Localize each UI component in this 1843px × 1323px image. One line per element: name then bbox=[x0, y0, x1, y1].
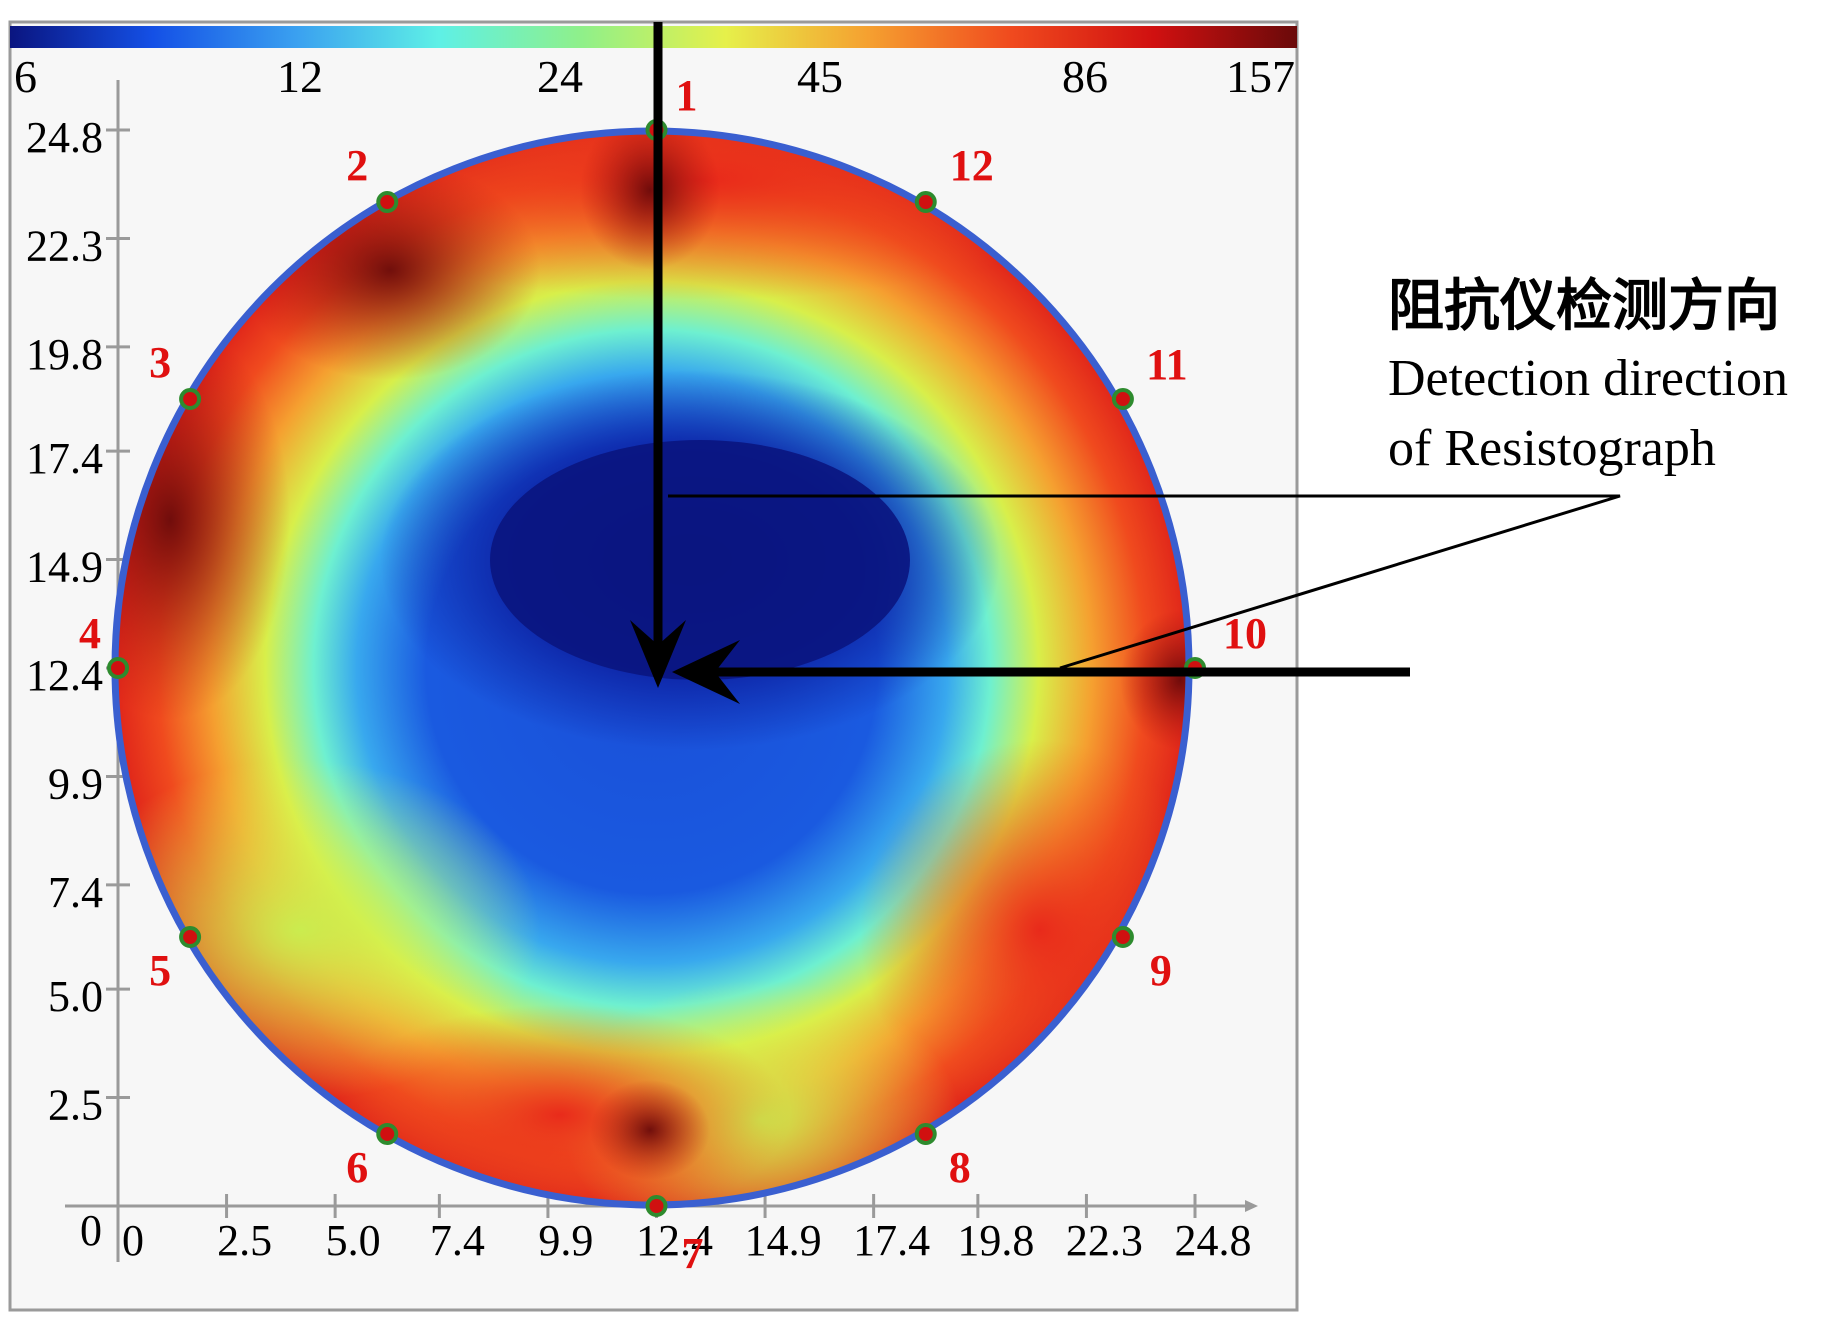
annotation-english-line2: of Resistograph bbox=[1388, 420, 1716, 477]
x-tick-label: 7.4 bbox=[430, 1216, 485, 1265]
annotation-english-line1: Detection direction bbox=[1388, 350, 1788, 407]
darkred-region-left bbox=[115, 320, 290, 720]
x-tick-label: 22.3 bbox=[1066, 1216, 1143, 1265]
sensor-marker bbox=[914, 191, 937, 214]
colorbar-tick-label: 45 bbox=[797, 51, 843, 102]
sensor-label: 8 bbox=[949, 1143, 971, 1192]
sensor-label: 2 bbox=[346, 141, 368, 190]
x-tick-label: 2.5 bbox=[217, 1216, 272, 1265]
leader-line bbox=[668, 494, 1621, 670]
x-tick-label: 17.4 bbox=[853, 1216, 930, 1265]
y-tick-label: 24.8 bbox=[26, 113, 103, 162]
sensor-label: 4 bbox=[79, 609, 101, 658]
annotation-chinese: 阻抗仪检测方向 bbox=[1388, 274, 1780, 339]
sensor-marker bbox=[376, 1122, 399, 1145]
y-tick-label: 14.9 bbox=[26, 543, 103, 592]
y-tick-label: 5.0 bbox=[48, 972, 103, 1021]
sensor-label: 1 bbox=[676, 71, 698, 120]
sensor-marker bbox=[376, 191, 399, 214]
y-tick-label: 22.3 bbox=[26, 221, 103, 270]
sensor-label: 9 bbox=[1150, 946, 1172, 995]
sensor-marker bbox=[107, 657, 129, 679]
sensor-label: 6 bbox=[346, 1143, 368, 1192]
colorbar-tick-label: 24 bbox=[537, 51, 583, 102]
x-tick-label: 5.0 bbox=[326, 1216, 381, 1265]
darkred-region-top bbox=[580, 131, 720, 270]
sensor-marker bbox=[1111, 926, 1134, 948]
darkred-region-bottom bbox=[590, 1080, 710, 1180]
horizontal-arrowhead bbox=[672, 640, 740, 704]
y-tick-label: 7.4 bbox=[48, 868, 103, 917]
sensor-label: 12 bbox=[950, 141, 994, 190]
sensor-label: 3 bbox=[149, 338, 171, 387]
sensor-label: 11 bbox=[1146, 340, 1188, 389]
colorbar-ticks: 6 12 24 45 86 157 bbox=[14, 51, 1295, 102]
x-tick-label: 24.8 bbox=[1175, 1216, 1252, 1265]
sensor-marker bbox=[1111, 388, 1134, 410]
darkred-region-right bbox=[1120, 610, 1189, 750]
colorbar-tick-label: 6 bbox=[14, 51, 37, 102]
detection-arrows bbox=[630, 22, 1621, 704]
origin-label: 0 bbox=[80, 1206, 102, 1255]
x-tick-label: 0 bbox=[122, 1216, 144, 1265]
colorbar-tick-label: 12 bbox=[277, 51, 323, 102]
vertical-arrowhead bbox=[630, 620, 686, 688]
x-tick-label: 12.4 bbox=[636, 1216, 713, 1265]
y-tick-label: 19.8 bbox=[26, 330, 103, 379]
decay-core-center bbox=[490, 440, 910, 680]
x-axis-ticks: 0 2.5 5.0 7.4 9.9 12.4 14.9 17.4 19.8 22.3 24.8 bbox=[116, 1194, 1252, 1265]
annotation: 阻抗仪检测方向 Detection direction of Resistogr… bbox=[1388, 274, 1788, 477]
y-tick-label: 9.9 bbox=[48, 759, 103, 808]
y-tick-label: 17.4 bbox=[26, 434, 103, 483]
y-tick-label: 2.5 bbox=[48, 1081, 103, 1130]
sensor-marker bbox=[645, 1195, 668, 1217]
y-axis-ticks: 2.5 5.0 7.4 9.9 12.4 14.9 17.4 19.8 22.3 24.8 bbox=[26, 113, 130, 1130]
sensor-marker bbox=[914, 1122, 937, 1145]
sensor-label: 5 bbox=[149, 946, 171, 995]
x-tick-label: 14.9 bbox=[745, 1216, 822, 1265]
sensor-label: 7 bbox=[682, 1229, 704, 1278]
x-tick-label: 9.9 bbox=[538, 1216, 593, 1265]
x-tick-label: 19.8 bbox=[957, 1216, 1034, 1265]
colorbar-tick-label: 86 bbox=[1062, 51, 1108, 102]
y-tick-label: 12.4 bbox=[26, 651, 103, 700]
colorbar-tick-label: 157 bbox=[1226, 51, 1295, 102]
sensor-marker bbox=[179, 388, 202, 410]
sensor-marker bbox=[179, 926, 202, 948]
